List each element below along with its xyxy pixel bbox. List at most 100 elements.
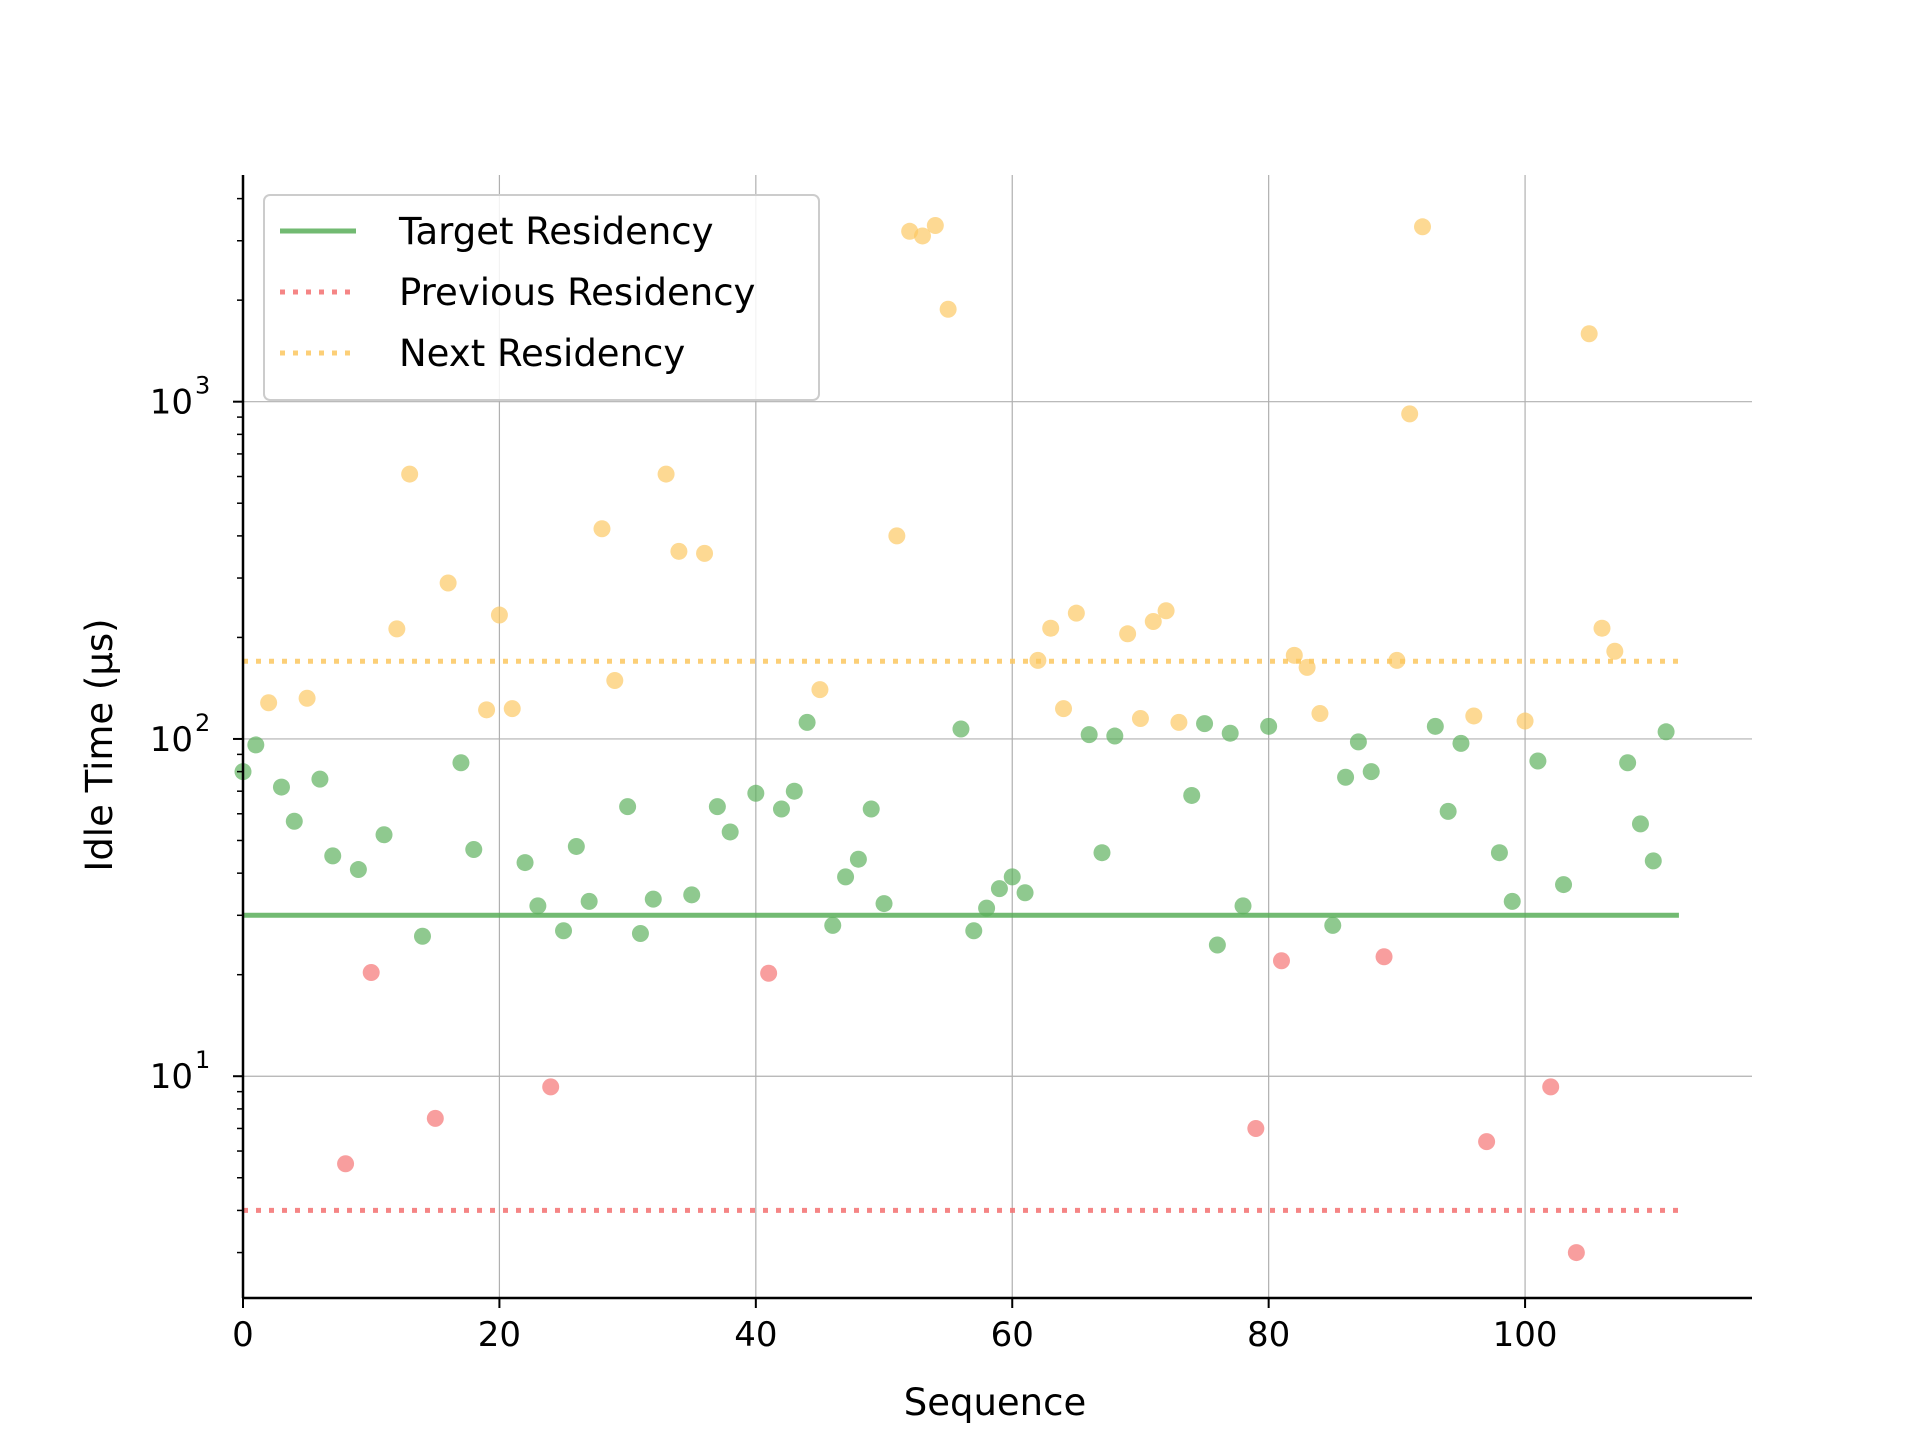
scatter-point bbox=[1542, 1078, 1560, 1096]
scatter-point bbox=[978, 899, 996, 917]
x-tick-label: 80 bbox=[1247, 1315, 1290, 1355]
scatter-point bbox=[798, 713, 816, 731]
scatter-point bbox=[1439, 802, 1457, 820]
scatter-point bbox=[862, 800, 880, 818]
scatter-point bbox=[298, 689, 316, 707]
scatter-point bbox=[1170, 713, 1188, 731]
scatter-point bbox=[1196, 715, 1214, 733]
scatter-point bbox=[1298, 658, 1316, 676]
scatter-point bbox=[529, 897, 547, 915]
scatter-point bbox=[1555, 876, 1573, 894]
scatter-point bbox=[375, 826, 393, 844]
x-tick-label: 0 bbox=[232, 1315, 254, 1355]
legend-label: Target Residency bbox=[398, 210, 714, 253]
scatter-point bbox=[1208, 936, 1226, 954]
scatter-point bbox=[1567, 1244, 1585, 1262]
y-tick-exponent: 1 bbox=[195, 1046, 210, 1074]
scatter-point bbox=[1414, 218, 1432, 236]
scatter-point bbox=[426, 1109, 444, 1127]
scatter-point bbox=[837, 868, 855, 886]
data-points bbox=[234, 216, 1675, 1262]
scatter-point bbox=[1529, 752, 1547, 770]
scatter-point bbox=[1055, 700, 1073, 718]
scatter-point bbox=[1606, 642, 1624, 660]
scatter-point bbox=[580, 892, 598, 910]
y-axis-label: Idle Time (μs) bbox=[78, 618, 121, 871]
scatter-point bbox=[760, 964, 778, 982]
scatter-point bbox=[1042, 619, 1060, 637]
scatter-point bbox=[1285, 646, 1303, 664]
scatter-point bbox=[1465, 707, 1483, 725]
scatter-point bbox=[1131, 709, 1149, 727]
scatter-point bbox=[990, 880, 1008, 898]
scatter-point bbox=[1503, 892, 1521, 910]
scatter-point bbox=[1067, 604, 1085, 622]
scatter-point bbox=[1311, 704, 1329, 722]
scatter-point bbox=[490, 606, 508, 624]
y-tick-label: 10 1 bbox=[150, 1046, 211, 1097]
legend-entry: Next Residency bbox=[280, 332, 685, 375]
scatter-point bbox=[337, 1155, 355, 1173]
scatter-point bbox=[1029, 651, 1047, 669]
scatter-point bbox=[593, 520, 611, 538]
scatter-point bbox=[1644, 852, 1662, 870]
legend: Target Residency Previous Residency Next R… bbox=[263, 194, 820, 401]
scatter-point bbox=[1234, 897, 1252, 915]
axes bbox=[241, 175, 1752, 1300]
scatter-point bbox=[1119, 625, 1137, 643]
scatter-point bbox=[824, 916, 842, 934]
scatter-point bbox=[247, 736, 265, 754]
scatter-point bbox=[1580, 325, 1598, 343]
scatter-point bbox=[952, 720, 970, 738]
y-tick-base: 10 bbox=[150, 720, 193, 760]
scatter-point bbox=[478, 701, 496, 719]
scatter-point bbox=[913, 227, 931, 245]
scatter-point bbox=[1401, 405, 1419, 423]
scatter-point bbox=[708, 798, 726, 816]
legend-entry: Target Residency bbox=[280, 210, 714, 253]
scatter-point bbox=[388, 620, 406, 638]
scatter-point bbox=[1260, 717, 1278, 735]
legend-entry: Previous Residency bbox=[280, 271, 755, 314]
scatter-point bbox=[1157, 602, 1175, 620]
scatter-point bbox=[683, 886, 701, 904]
scatter-point bbox=[1593, 619, 1611, 637]
scatter-point bbox=[926, 216, 944, 234]
scatter-point bbox=[1221, 724, 1239, 742]
scatter-point bbox=[1516, 712, 1534, 730]
scatter-point bbox=[349, 861, 367, 879]
scatter-point bbox=[1337, 768, 1355, 786]
x-tick-label: 100 bbox=[1493, 1315, 1558, 1355]
scatter-point bbox=[452, 754, 470, 772]
y-tick-base: 10 bbox=[150, 1057, 193, 1097]
scatter-point bbox=[260, 694, 278, 712]
scatter-point bbox=[272, 778, 290, 796]
scatter-point bbox=[875, 895, 893, 913]
y-tick-label: 10 3 bbox=[150, 372, 211, 423]
scatter-point bbox=[631, 924, 649, 942]
scatter-point bbox=[401, 465, 419, 483]
scatter-point bbox=[670, 542, 688, 560]
scatter-point bbox=[1478, 1133, 1496, 1151]
scatter-point bbox=[413, 927, 431, 945]
scatter-point bbox=[542, 1078, 560, 1096]
scatter-point bbox=[1490, 844, 1508, 862]
y-tick-exponent: 2 bbox=[195, 709, 210, 737]
x-tick-label: 60 bbox=[991, 1315, 1034, 1355]
scatter-point bbox=[555, 922, 573, 940]
scatter-point bbox=[1016, 884, 1034, 902]
scatter-point bbox=[1093, 844, 1111, 862]
scatter-point bbox=[503, 700, 521, 718]
scatter-point bbox=[439, 574, 457, 592]
scatter-point bbox=[888, 527, 906, 545]
scatter-point bbox=[1426, 717, 1444, 735]
scatter-point bbox=[1631, 815, 1649, 833]
scatter-point bbox=[1388, 651, 1406, 669]
scatter-point bbox=[324, 847, 342, 865]
x-tick-label: 40 bbox=[734, 1315, 777, 1355]
scatter-point bbox=[1619, 754, 1637, 772]
scatter-point bbox=[1106, 727, 1124, 745]
scatter-point bbox=[696, 544, 714, 562]
scatter-point bbox=[619, 798, 637, 816]
